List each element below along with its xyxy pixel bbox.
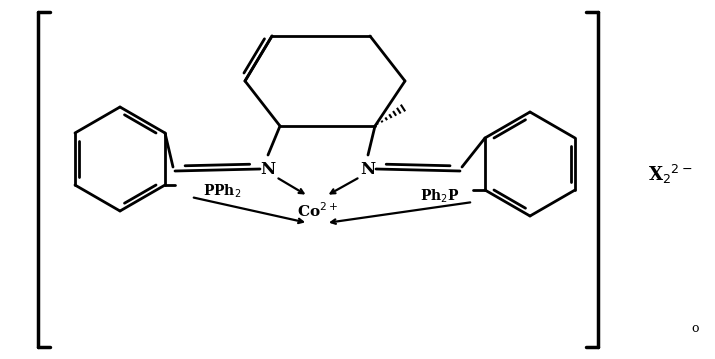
Text: o: o — [691, 322, 699, 336]
Text: PPh$_2$: PPh$_2$ — [203, 182, 242, 200]
Text: N: N — [260, 160, 275, 177]
Text: X$_2$$^{2-}$: X$_2$$^{2-}$ — [648, 163, 693, 186]
Text: N: N — [360, 160, 375, 177]
Text: Ph$_2$P: Ph$_2$P — [420, 187, 459, 205]
Text: Co$^{2+}$: Co$^{2+}$ — [297, 202, 338, 220]
